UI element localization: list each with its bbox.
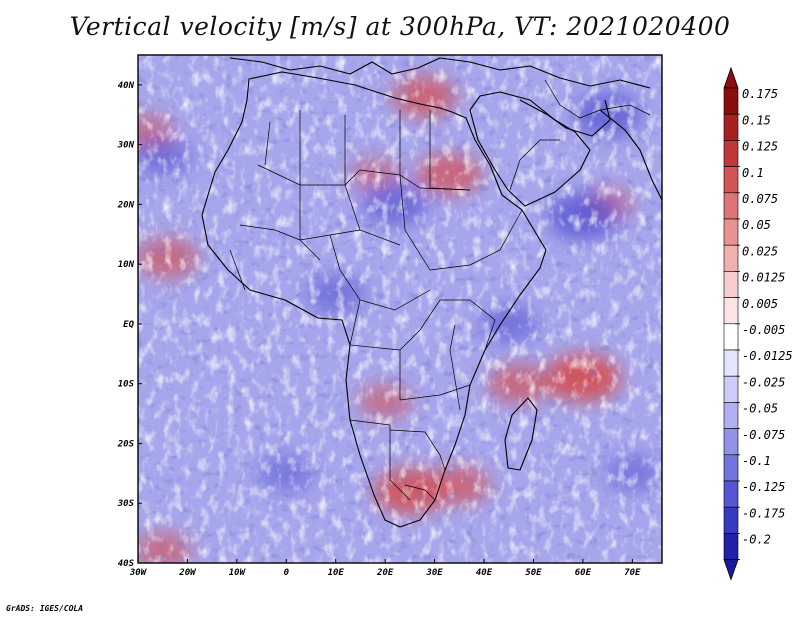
colorbar-swatch	[723, 323, 739, 351]
credit-text: GrADS: IGES/COLA	[6, 604, 84, 613]
border-line	[299, 110, 321, 261]
lon-tick-label: 60E	[575, 568, 592, 578]
border-line	[440, 299, 496, 351]
lon-tick-label: 10W	[229, 568, 247, 578]
border-line	[389, 429, 446, 471]
border-line	[429, 110, 471, 191]
lon-tick-label: 50E	[525, 568, 542, 578]
colorbar-bottom-arrow	[723, 559, 739, 581]
colorbar-label: -0.05	[742, 402, 778, 416]
arabia-coastline	[469, 91, 591, 207]
africa-coastline	[201, 71, 547, 528]
colorbar-swatch	[723, 349, 739, 377]
plot-frame	[137, 54, 663, 564]
lat-tick-label: 30N	[117, 141, 135, 151]
lat-tick-label: 10S	[118, 380, 135, 390]
colorbar-swatch	[723, 166, 739, 194]
lat-tick-label: 10N	[118, 260, 135, 270]
colorbar-swatch	[723, 297, 739, 325]
colorbar-label: 0.025	[742, 244, 778, 258]
lon-tick-label: 30E	[425, 568, 443, 578]
colorbar-swatch	[723, 375, 739, 403]
colorbar: 0.175 0.15 0.125 0.1 0.075 0.05 0.025 0.0125 0.0…	[723, 66, 793, 581]
colorbar-label: -0.075	[742, 428, 785, 442]
europe-coastline	[229, 57, 651, 89]
colorbar-swatch	[723, 140, 739, 167]
lat-tick-label: 20N	[117, 200, 135, 210]
lon-tick-label: 20W	[178, 568, 197, 578]
colorbar-swatch	[723, 218, 739, 246]
border-line	[429, 209, 523, 271]
lat-tick-label: 20S	[117, 439, 135, 449]
plot-area	[138, 55, 662, 563]
colorbar-label: -0.025	[742, 375, 785, 389]
lon-tick-label: 10E	[328, 568, 345, 578]
border-line	[264, 121, 271, 166]
coastlines	[201, 57, 662, 528]
colorbar-swatch	[723, 480, 739, 508]
lon-tick-label: 30W	[129, 568, 148, 578]
lat-tick-label: 40N	[118, 81, 135, 91]
chart-title: Vertical velocity [m/s] at 300hPa, VT: 2…	[69, 12, 731, 41]
border-line	[404, 484, 436, 501]
lon-tick-label: 20E	[376, 568, 394, 578]
border-line	[344, 115, 401, 246]
colorbar-swatch	[723, 533, 739, 560]
colorbar-label: -0.175	[742, 506, 785, 520]
border-line	[449, 324, 461, 411]
colorbar-swatch	[723, 402, 739, 429]
lon-tick-label: 70E	[624, 568, 641, 578]
border-line	[239, 224, 361, 241]
border-line	[509, 139, 560, 191]
colorbar-swatch	[723, 192, 739, 220]
border-line	[544, 79, 651, 119]
lat-tick-label: 30S	[117, 499, 135, 509]
madagascar-coastline	[504, 397, 538, 471]
colorbar-label: 0.15	[742, 113, 771, 127]
lat-tick-label: EQ	[123, 320, 134, 330]
border-line	[349, 419, 411, 501]
colorbar-swatch	[723, 506, 739, 534]
colorbar-label: -0.125	[742, 480, 785, 494]
colorbar-swatch	[723, 454, 739, 482]
colorbar-label: 0.075	[742, 192, 778, 206]
colorbar-label: 0.0125	[742, 271, 785, 285]
colorbar-swatch	[723, 87, 739, 115]
gulf-coastline	[519, 99, 611, 137]
colorbar-label: 0.125	[742, 140, 778, 154]
colorbar-label: 0.05	[742, 218, 771, 232]
border-line	[229, 249, 246, 291]
colorbar-label: 0.175	[742, 87, 778, 101]
colorbar-label: 0.005	[742, 297, 778, 311]
colorbar-swatch	[723, 244, 739, 272]
colorbar-swatch	[723, 113, 739, 141]
india-coastline	[599, 109, 662, 201]
colorbar-swatch	[723, 428, 739, 456]
country-borders	[229, 79, 651, 501]
colorbar-label: -0.005	[742, 323, 785, 337]
colorbar-label: 0.1	[742, 166, 764, 180]
colorbar-label: -0.0125	[742, 349, 793, 363]
lat-tick-label: 40S	[118, 559, 135, 569]
colorbar-top-arrow	[723, 66, 739, 89]
lon-tick-label: 40E	[476, 568, 493, 578]
axis-ticks: 30W 20W 10W 0 10E 20E 30E 40E 50E 60E 70E 40N 30N 20N…	[117, 81, 641, 578]
colorbar-swatch	[723, 271, 739, 298]
border-line	[399, 350, 471, 401]
colorbar-label: -0.1	[742, 454, 771, 468]
border-line	[399, 110, 431, 271]
colorbar-label: -0.2	[742, 533, 771, 547]
lon-tick-label: 0	[284, 568, 290, 578]
